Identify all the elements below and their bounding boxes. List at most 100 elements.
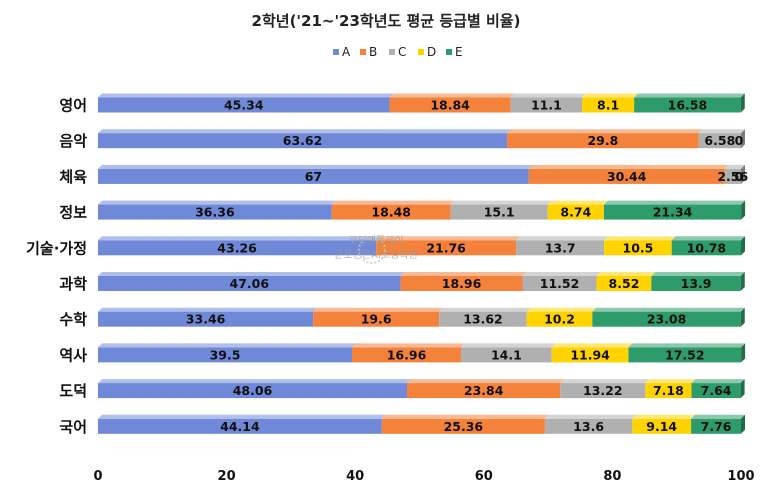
watermark-line-1: 코딩앤플레이: [348, 235, 403, 247]
legend-swatch-a: [333, 49, 339, 55]
bar-segment-b: [389, 97, 511, 113]
data-label-c: 13.22: [583, 383, 623, 398]
bar-side-face: [741, 343, 746, 363]
bar-side-face: [741, 236, 745, 256]
bar-segment-e: [691, 383, 741, 399]
bar-segment-top: [724, 164, 745, 169]
bar-segment-top: [510, 93, 587, 98]
bar-segment-top: [450, 200, 552, 205]
x-tick-label: 0: [93, 469, 102, 484]
data-label-e: 7.64: [701, 383, 732, 398]
legend-swatch-c: [389, 49, 395, 55]
bar-side-face: [740, 379, 745, 399]
data-label-c: 11.1: [531, 98, 562, 113]
category-label: 체육: [59, 168, 87, 186]
watermark-badge: [358, 236, 386, 264]
bar-segment-top: [407, 379, 565, 384]
bar-segment-d: [632, 418, 692, 434]
legend: A B C D E: [333, 45, 463, 59]
bar-side-face: [741, 414, 745, 434]
bar-segment-e: [628, 347, 742, 363]
data-label-a: 45.34: [224, 98, 264, 113]
data-label-c: 13.62: [463, 312, 503, 327]
data-label-e: 23.08: [647, 312, 687, 327]
bar-segment-top: [376, 236, 521, 241]
data-label-e: 21.34: [653, 205, 693, 220]
bar-segment-d: [547, 204, 604, 220]
data-label-d: 11.94: [570, 347, 610, 362]
legend-label-d: D: [427, 45, 436, 59]
bar-segment-e: [592, 311, 741, 327]
bar-segment-top: [98, 272, 405, 276]
bar-segment-a: [98, 418, 382, 434]
bar-segment-b: [351, 347, 462, 363]
bar-side-face: [741, 164, 745, 184]
data-label-e: 16.58: [668, 98, 708, 113]
bar-segment-top: [651, 272, 745, 276]
bar-segment-a: [98, 168, 529, 184]
bar-segment-c: [544, 418, 633, 434]
bar-segment-top: [400, 272, 527, 276]
bar-segment-b: [407, 383, 561, 399]
bar-segment-e: [603, 204, 742, 220]
bar-segment-top: [98, 93, 394, 98]
x-tick-label: 60: [475, 469, 493, 484]
bar-segment-b: [313, 311, 440, 327]
legend-label-b: B: [369, 45, 377, 59]
category-label: 역사: [59, 346, 87, 364]
bar-side-face: [740, 307, 745, 327]
bar-segment-top: [544, 414, 637, 419]
legend-label-a: A: [342, 45, 351, 59]
bar-segment-top: [698, 129, 745, 134]
bar-segment-b: [507, 133, 699, 149]
bar-segment-top: [98, 343, 356, 348]
data-label-a: 47.06: [230, 276, 270, 291]
bar-segment-d: [526, 311, 593, 327]
bar-segment-top: [528, 164, 729, 169]
bar-segment-c: [510, 97, 583, 113]
legend-swatch-b: [360, 49, 366, 55]
data-label-c: 11.52: [540, 276, 580, 291]
bar-segment-top: [351, 343, 466, 348]
bar-segment-a: [98, 347, 352, 363]
bar-segment-top: [98, 379, 412, 384]
category-label: 수학: [59, 311, 87, 329]
category-label: 음악: [59, 132, 87, 150]
x-tick-label: 20: [218, 469, 236, 484]
bar-segment-top: [526, 307, 597, 312]
bar-segment-d: [645, 383, 692, 399]
bar-segment-c: [522, 276, 597, 291]
bar-segment-top: [604, 236, 676, 241]
bar-segment-top: [551, 343, 633, 348]
data-label-d: 10.2: [544, 312, 575, 327]
bar-segment-top: [582, 93, 639, 98]
data-label-e: 0: [735, 169, 744, 184]
bar-segment-top: [98, 236, 381, 241]
bar-segment-a: [98, 383, 408, 399]
x-tick-label: 100: [727, 469, 754, 484]
bar-segment-b: [381, 418, 545, 434]
data-label-a: 33.46: [186, 312, 226, 327]
data-label-e: 7.76: [701, 419, 732, 434]
bar-segment-top: [439, 307, 531, 312]
bar-segment-a: [98, 276, 401, 291]
bar-segment-top: [596, 272, 656, 276]
bar-segment-top: [381, 414, 549, 419]
data-label-c: 13.6: [573, 419, 604, 434]
bar-segment-top: [634, 93, 745, 98]
data-label-a: 36.36: [195, 205, 235, 220]
data-label-a: 48.06: [233, 383, 273, 398]
bar-segment-top: [592, 307, 745, 312]
data-label-b: 23.84: [464, 383, 504, 398]
bar-segment-top: [389, 93, 515, 98]
category-label: 정보: [59, 204, 87, 222]
bar-segment-d: [582, 97, 635, 113]
bar-segment-c: [698, 133, 741, 149]
bar-segment-top: [461, 343, 556, 348]
data-label-d: 8.74: [560, 205, 591, 220]
data-label-b: 30.44: [607, 169, 647, 184]
data-label-a: 44.14: [220, 419, 260, 434]
bar-segment-a: [98, 311, 314, 327]
data-label-c: 2.56: [717, 169, 748, 184]
